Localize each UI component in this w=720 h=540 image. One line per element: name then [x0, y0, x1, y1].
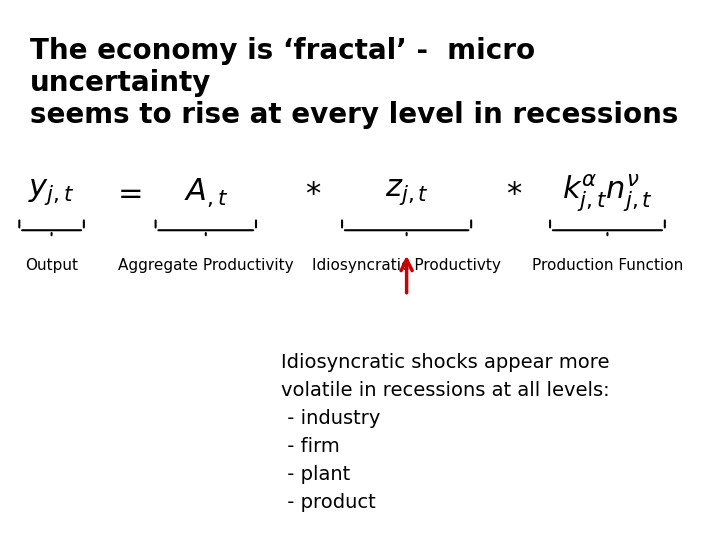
Text: Idiosyncratic shocks appear more
volatile in recessions at all levels:
 - indust: Idiosyncratic shocks appear more volatil…	[281, 354, 610, 512]
Text: Production Function: Production Function	[532, 258, 683, 273]
Text: $*$: $*$	[506, 178, 523, 207]
Text: $A_{,t}$: $A_{,t}$	[184, 177, 228, 208]
Text: $k_{j,t}^{\alpha}n_{j,t}^{\nu}$: $k_{j,t}^{\alpha}n_{j,t}^{\nu}$	[562, 172, 653, 213]
Text: Aggregate Productivity: Aggregate Productivity	[118, 258, 294, 273]
Text: $y_{j,t}$: $y_{j,t}$	[28, 178, 75, 207]
Text: $=$: $=$	[112, 178, 142, 207]
Text: Output: Output	[25, 258, 78, 273]
Text: Idiosyncratic Productivty: Idiosyncratic Productivty	[312, 258, 501, 273]
Text: $*$: $*$	[305, 178, 322, 207]
Text: $z_{j,t}$: $z_{j,t}$	[384, 178, 428, 207]
Text: The economy is ‘fractal’ -  micro uncertainty
seems to rise at every level in re: The economy is ‘fractal’ - micro uncerta…	[30, 37, 678, 130]
